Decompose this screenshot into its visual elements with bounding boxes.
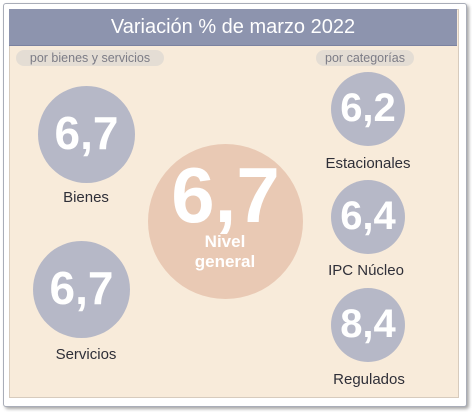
label-servicios: Servicios — [55, 346, 117, 363]
label-nivel-general-line2: general — [194, 252, 256, 271]
label-estacionales: Estacionales — [325, 155, 411, 172]
value-ipc-nucleo: 6,4 — [340, 194, 396, 238]
bubble-nivel-general: 6,7 Nivel general — [148, 144, 303, 299]
bubble-ipc-nucleo: 6,4 — [331, 180, 405, 254]
bubble-regulados: 8,4 — [331, 288, 405, 362]
label-bienes: Bienes — [63, 189, 109, 206]
bubble-estacionales: 6,2 — [331, 72, 405, 146]
value-nivel-general: 6,7 — [171, 151, 280, 239]
group-tag-bienes-servicios: por bienes y servicios — [16, 50, 164, 66]
bubble-servicios: 6,7 — [33, 241, 130, 338]
chart-title: Variación % de marzo 2022 — [9, 9, 457, 46]
label-nivel-general-line1: Nivel — [204, 232, 246, 251]
group-tag-categorias: por categorías — [316, 50, 414, 66]
value-regulados: 8,4 — [340, 302, 396, 346]
bubble-bienes: 6,7 — [38, 86, 135, 183]
label-nivel-general: Nivel general — [195, 232, 255, 272]
value-bienes: 6,7 — [54, 107, 119, 159]
label-regulados: Regulados — [333, 371, 405, 388]
value-servicios: 6,7 — [49, 262, 114, 314]
label-ipc-nucleo: IPC Núcleo — [328, 262, 404, 279]
value-estacionales: 6,2 — [340, 86, 396, 130]
